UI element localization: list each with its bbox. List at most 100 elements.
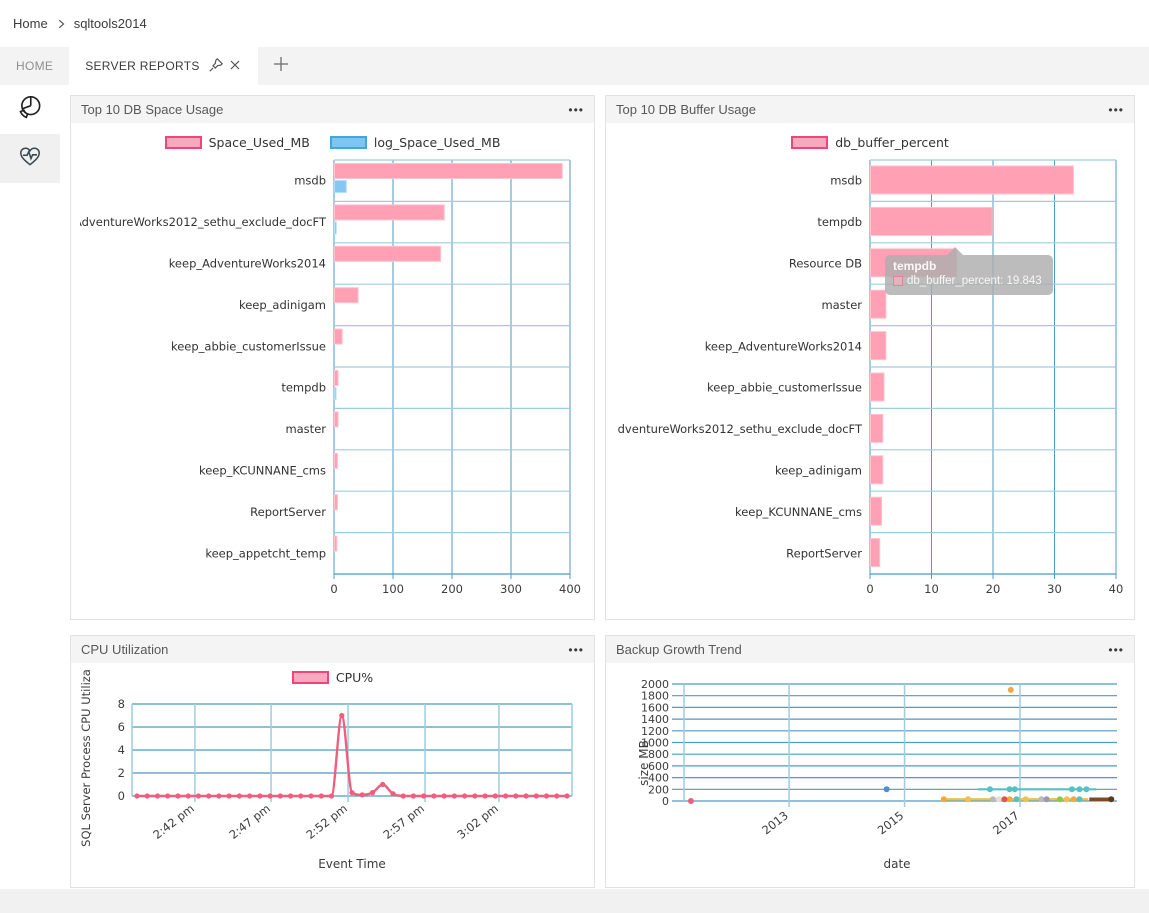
- svg-text:30: 30: [1047, 582, 1062, 596]
- new-tab-button[interactable]: [258, 47, 304, 85]
- panel-cpu-utilization: CPU Utilization ••• CPU% 0 2 4 6 8 2:42 pm 2:4…: [70, 635, 595, 888]
- svg-text:master: master: [285, 422, 326, 436]
- svg-text:1600: 1600: [641, 701, 669, 714]
- panel-backup-growth: Backup Growth Trend ••• 0 200 400 600 800 100…: [605, 635, 1135, 888]
- svg-text:800: 800: [648, 748, 669, 761]
- panel-cpu-utilization-header: CPU Utilization •••: [71, 636, 594, 663]
- svg-text:keep_AdventureWorks2014: keep_AdventureWorks2014: [169, 257, 326, 271]
- svg-text:2017: 2017: [990, 808, 1022, 837]
- chart-tooltip: tempdb db_buffer_percent: 19.843: [885, 247, 1053, 295]
- svg-text:6: 6: [118, 720, 125, 734]
- panel-buffer-usage-header: Top 10 DB Buffer Usage •••: [606, 96, 1134, 123]
- panel-space-usage: Top 10 DB Space Usage ••• Space_Used_MB l…: [70, 95, 595, 620]
- svg-text:keep_adinigam: keep_adinigam: [774, 464, 861, 478]
- panel-backup-growth-header: Backup Growth Trend •••: [606, 636, 1134, 663]
- svg-text:2:42 pm: 2:42 pm: [150, 801, 196, 842]
- svg-text:1800: 1800: [641, 690, 669, 703]
- legend: db_buffer_percent: [614, 132, 1126, 152]
- legend-swatch: [791, 135, 829, 149]
- legend: Space_Used_MB log_Space_Used_MB: [79, 132, 586, 152]
- svg-text:keep_abbie_customerIssue: keep_abbie_customerIssue: [171, 339, 326, 353]
- sidebar-item-insights[interactable]: [0, 85, 60, 134]
- panel-buffer-usage: Top 10 DB Buffer Usage ••• db_buffer_per…: [605, 95, 1135, 620]
- svg-text:tempdb: tempdb: [817, 215, 862, 229]
- svg-text:40: 40: [1108, 582, 1122, 596]
- svg-text:tempdb: tempdb: [281, 381, 326, 395]
- svg-text:2: 2: [118, 766, 125, 780]
- panel-title: Top 10 DB Space Usage: [81, 102, 224, 117]
- footer-strip: [0, 889, 1149, 913]
- svg-text:3:02 pm: 3:02 pm: [454, 801, 500, 842]
- legend: CPU%: [71, 667, 594, 687]
- buffer-usage-chart[interactable]: 0 10 20 30 40 msdb tempdb Resource DB master keep…: [618, 154, 1123, 604]
- svg-text:AdventureWorks2012_sethu_exclu: AdventureWorks2012_sethu_exclude_docFT: [80, 215, 327, 229]
- cpu-utilization-chart[interactable]: 0 2 4 6 8 2:42 pm 2:47 pm 2:52 pm 2:57 pm 3:02 pm…: [77, 663, 582, 889]
- breadcrumb: Home sqltools2014: [0, 0, 1149, 47]
- svg-text:keep_KCUNNANE_cms: keep_KCUNNANE_cms: [734, 505, 861, 519]
- tooltip-arrow: [947, 247, 963, 255]
- svg-text:400: 400: [559, 582, 581, 596]
- tooltip-series-swatch: [893, 276, 903, 286]
- close-icon[interactable]: [228, 58, 242, 75]
- plus-icon: [272, 55, 290, 78]
- tab-home[interactable]: HOME: [0, 47, 69, 85]
- svg-text:0: 0: [118, 789, 125, 803]
- svg-text:4: 4: [118, 743, 125, 757]
- legend-label: log_Space_Used_MB: [373, 134, 501, 150]
- panel-buffer-usage-body: db_buffer_percent 0 10 20 30 40 msdb tempdb Res…: [606, 123, 1134, 619]
- svg-text:keep_KCUNNANE_cms: keep_KCUNNANE_cms: [199, 464, 326, 478]
- tooltip-title: tempdb: [893, 259, 937, 273]
- svg-text:2013: 2013: [759, 808, 791, 837]
- tab-server-reports-label: SERVER REPORTS: [85, 59, 200, 73]
- svg-text:1200: 1200: [641, 725, 669, 738]
- svg-text:size MB: size MB: [637, 740, 651, 786]
- legend-swatch: [291, 670, 329, 684]
- svg-text:200: 200: [648, 783, 669, 796]
- svg-text:100: 100: [382, 582, 404, 596]
- panel-menu-button[interactable]: •••: [1108, 102, 1124, 117]
- panel-menu-button[interactable]: •••: [568, 102, 584, 117]
- dashboard-grid: Top 10 DB Space Usage ••• Space_Used_MB l…: [60, 85, 1135, 889]
- panel-space-usage-header: Top 10 DB Space Usage •••: [71, 96, 594, 123]
- svg-text:10: 10: [924, 582, 939, 596]
- breadcrumb-home[interactable]: Home: [13, 16, 48, 31]
- svg-text:master: master: [821, 298, 862, 312]
- svg-text:600: 600: [648, 760, 669, 773]
- svg-text:2:47 pm: 2:47 pm: [226, 801, 272, 842]
- legend-swatch: [164, 135, 202, 149]
- svg-text:400: 400: [648, 772, 669, 785]
- svg-text:Resource DB: Resource DB: [788, 257, 861, 271]
- panel-title: Backup Growth Trend: [616, 642, 742, 657]
- legend-item[interactable]: db_buffer_percent: [791, 135, 949, 150]
- svg-text:keep_appetcht_temp: keep_appetcht_temp: [205, 546, 326, 560]
- svg-text:1000: 1000: [641, 737, 669, 750]
- legend-item[interactable]: log_Space_Used_MB: [329, 134, 501, 150]
- panel-menu-button[interactable]: •••: [1108, 642, 1124, 657]
- svg-text:1400: 1400: [641, 713, 669, 726]
- svg-text:0: 0: [330, 582, 337, 596]
- legend-label: db_buffer_percent: [835, 134, 949, 150]
- svg-text:300: 300: [500, 582, 522, 596]
- tab-server-reports[interactable]: SERVER REPORTS: [69, 47, 258, 85]
- breadcrumb-server[interactable]: sqltools2014: [73, 16, 147, 31]
- svg-text:ReportServer: ReportServer: [250, 505, 326, 519]
- legend-item[interactable]: CPU%: [291, 670, 373, 685]
- svg-text:0: 0: [662, 795, 669, 808]
- space-usage-chart[interactable]: 0 100 200 300 400 msdb AdventureWorks2012_seth…: [80, 154, 585, 604]
- legend-item[interactable]: Space_Used_MB: [164, 135, 310, 150]
- svg-text:keep_adinigam: keep_adinigam: [239, 298, 326, 312]
- svg-text:20: 20: [985, 582, 1000, 596]
- svg-text:msdb: msdb: [294, 174, 326, 188]
- pin-icon[interactable]: [208, 57, 224, 76]
- svg-text:200: 200: [441, 582, 463, 596]
- pie-chart-icon: [17, 94, 43, 125]
- svg-text:date: date: [883, 857, 910, 871]
- svg-text:keep_abbie_customerIssue: keep_abbie_customerIssue: [706, 381, 861, 395]
- panel-backup-growth-body: 0 200 400 600 800 1000 1200 1400 1600 1800 2000 201…: [606, 663, 1134, 887]
- sidebar-item-health[interactable]: [0, 134, 60, 183]
- legend-swatch: [329, 135, 367, 149]
- panel-cpu-utilization-body: CPU% 0 2 4 6 8 2:42 pm 2:47 pm 2:52 pm 2:57 pm 3:…: [71, 663, 594, 887]
- panel-title: Top 10 DB Buffer Usage: [616, 102, 756, 117]
- panel-menu-button[interactable]: •••: [568, 642, 584, 657]
